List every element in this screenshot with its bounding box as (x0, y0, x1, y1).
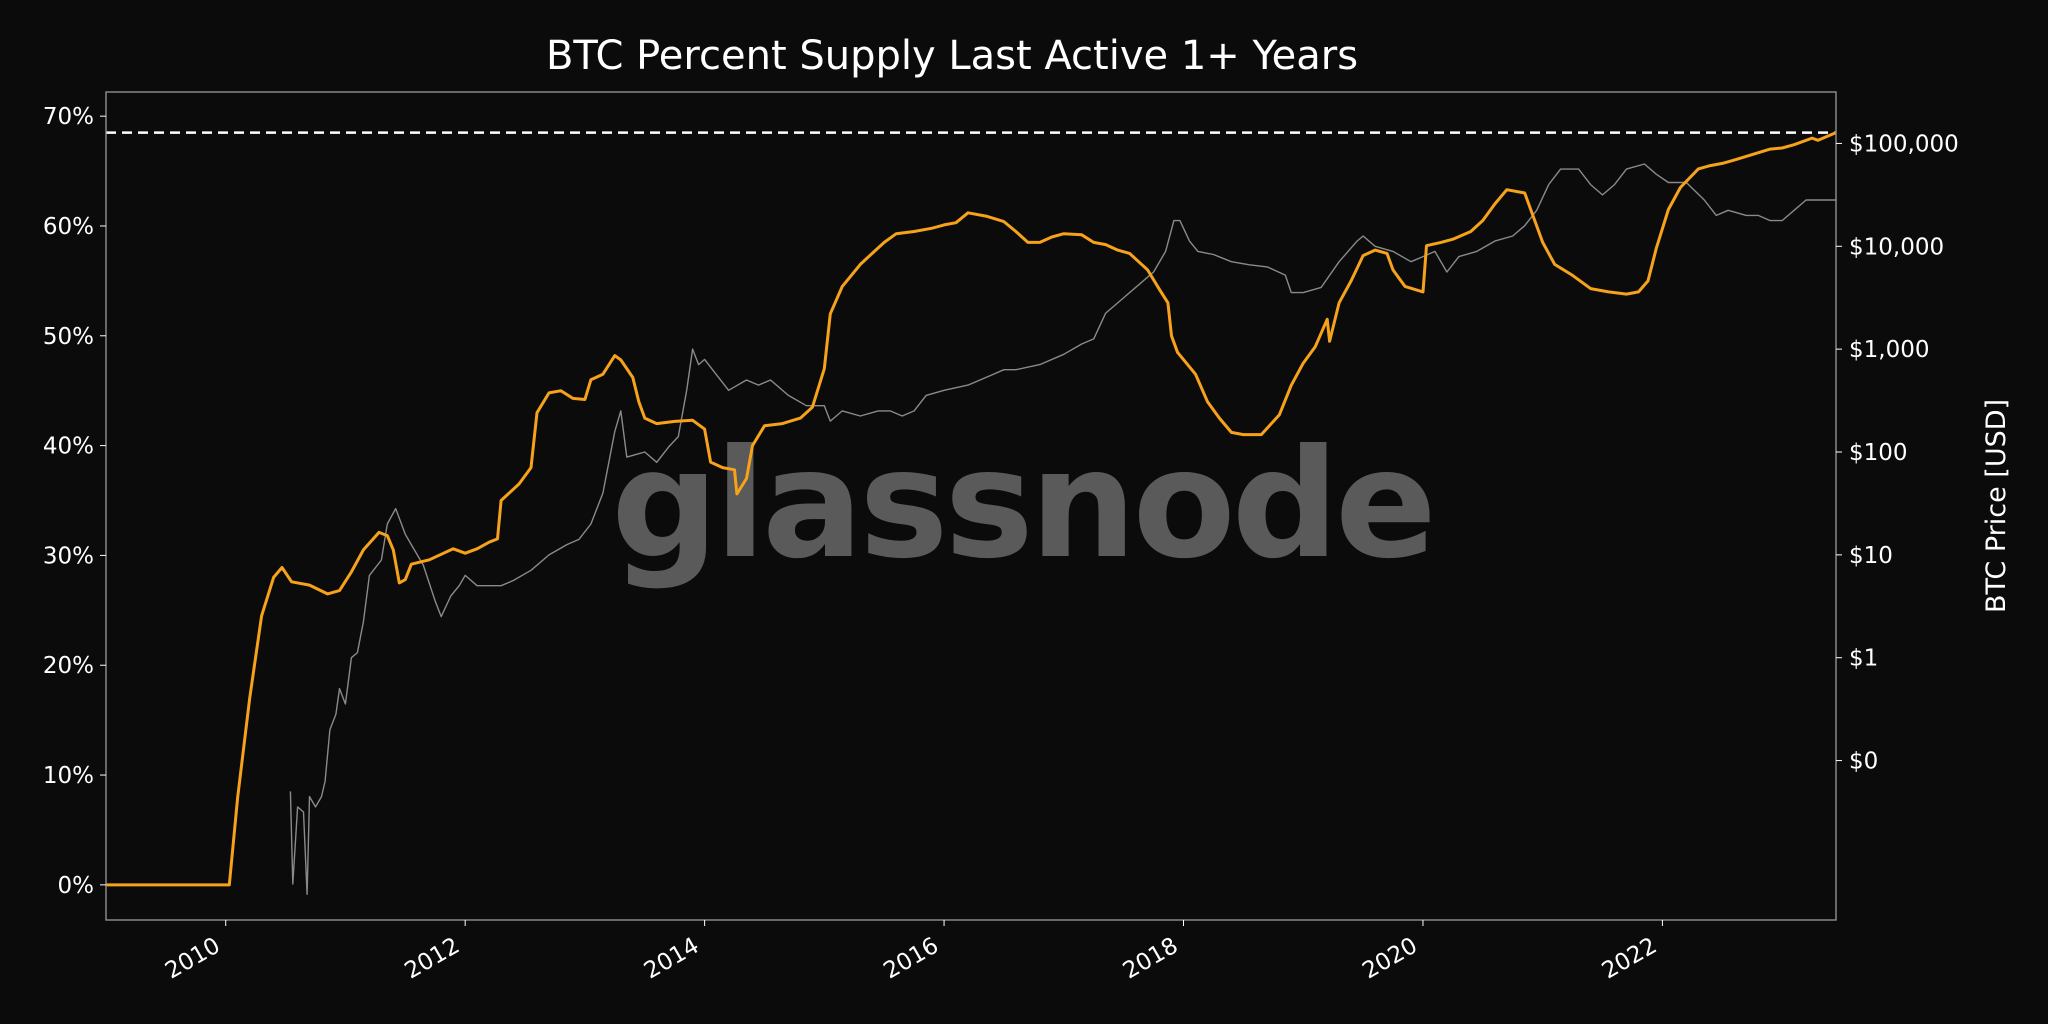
y-left-tick-label: 40% (43, 434, 94, 460)
y-left-tick-label: 0% (58, 873, 95, 899)
supply-last-active-line (106, 131, 1836, 887)
y-right-tick-label: $10,000 (1849, 234, 1944, 260)
y-axis-right: $0 $1 $10 $100 $1,000 $10,000 $100,000 (1836, 131, 1959, 775)
y-left-tick-label: 30% (43, 543, 94, 569)
watermark: glassnode (611, 418, 1433, 592)
y-right-tick-label: $1 (1849, 646, 1878, 672)
y-left-tick-label: 70% (43, 104, 94, 130)
y-left-tick-label: 50% (43, 324, 94, 350)
y-left-tick-label: 20% (43, 653, 94, 679)
y-right-tick-label: $100 (1849, 440, 1908, 466)
y-right-tick-label: $1,000 (1849, 337, 1929, 363)
y-axis-right-label: BTC Price [USD] (1981, 399, 2012, 613)
btc-price-line (289, 163, 1836, 895)
y-right-tick-label: $100,000 (1849, 131, 1959, 157)
plot-area (106, 131, 1836, 895)
chart-title: BTC Percent Supply Last Active 1+ Years (546, 33, 1358, 79)
y-axis-left: 0% 10% 20% 30% 40% 50% 60% 70% (43, 104, 106, 899)
y-left-tick-label: 10% (43, 763, 94, 789)
plot-frame (105, 91, 1837, 921)
y-left-tick-label: 60% (43, 214, 94, 240)
y-right-tick-label: $10 (1849, 543, 1893, 569)
y-right-tick-label: $0 (1849, 749, 1878, 775)
